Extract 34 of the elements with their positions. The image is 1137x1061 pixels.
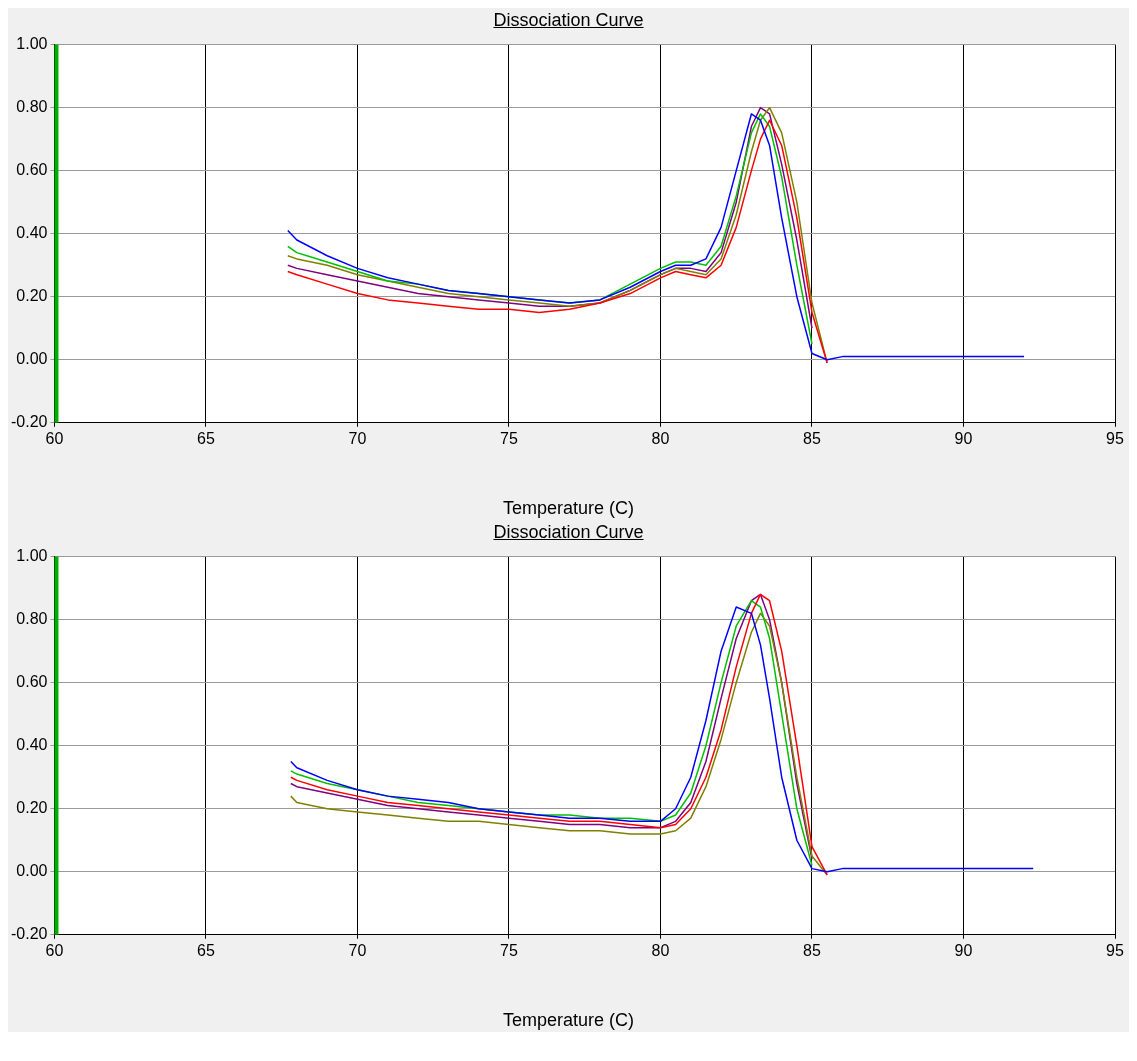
- x-tick-label: 90: [954, 941, 973, 959]
- y-tick-label: 0.60: [16, 161, 48, 179]
- y-tick-label: 0.80: [16, 98, 48, 116]
- x-tick-label: 85: [803, 429, 821, 447]
- x-tick-label: 95: [1106, 941, 1124, 959]
- y-tick-label: 1.00: [16, 35, 48, 53]
- x-tick-label: 65: [197, 941, 215, 959]
- chart-title: Dissociation Curve: [492, 521, 645, 544]
- y-tick-label: 0.00: [16, 350, 48, 368]
- x-tick-label: 70: [348, 429, 367, 447]
- x-tick-label: 65: [197, 429, 215, 447]
- x-tick-label: 75: [500, 941, 518, 959]
- x-tick-label: 80: [651, 941, 670, 959]
- y-tick-label: 1.00: [16, 547, 48, 565]
- x-tick-label: 85: [803, 941, 821, 959]
- x-tick-label: 95: [1106, 429, 1124, 447]
- y-tick-label: -0.20: [11, 413, 48, 431]
- x-tick-label: 75: [500, 429, 518, 447]
- y-tick-label: 0.20: [16, 287, 48, 305]
- x-tick-label: 60: [45, 429, 64, 447]
- y-tick-label: 0.20: [16, 799, 48, 817]
- y-tick-label: 0.40: [16, 224, 48, 242]
- x-axis-title: Temperature (C): [501, 1009, 635, 1032]
- y-tick-label: 0.60: [16, 673, 48, 691]
- x-tick-label: 60: [45, 941, 64, 959]
- y-tick-label: 0.00: [16, 862, 48, 880]
- y-tick-label: -0.20: [11, 925, 48, 943]
- x-axis-title: Temperature (C): [501, 497, 635, 520]
- x-tick-label: 80: [651, 429, 670, 447]
- x-tick-label: 70: [348, 941, 367, 959]
- chart-title: Dissociation Curve: [492, 9, 645, 32]
- x-tick-label: 90: [954, 429, 973, 447]
- y-tick-label: 0.40: [16, 736, 48, 754]
- y-tick-label: 0.80: [16, 610, 48, 628]
